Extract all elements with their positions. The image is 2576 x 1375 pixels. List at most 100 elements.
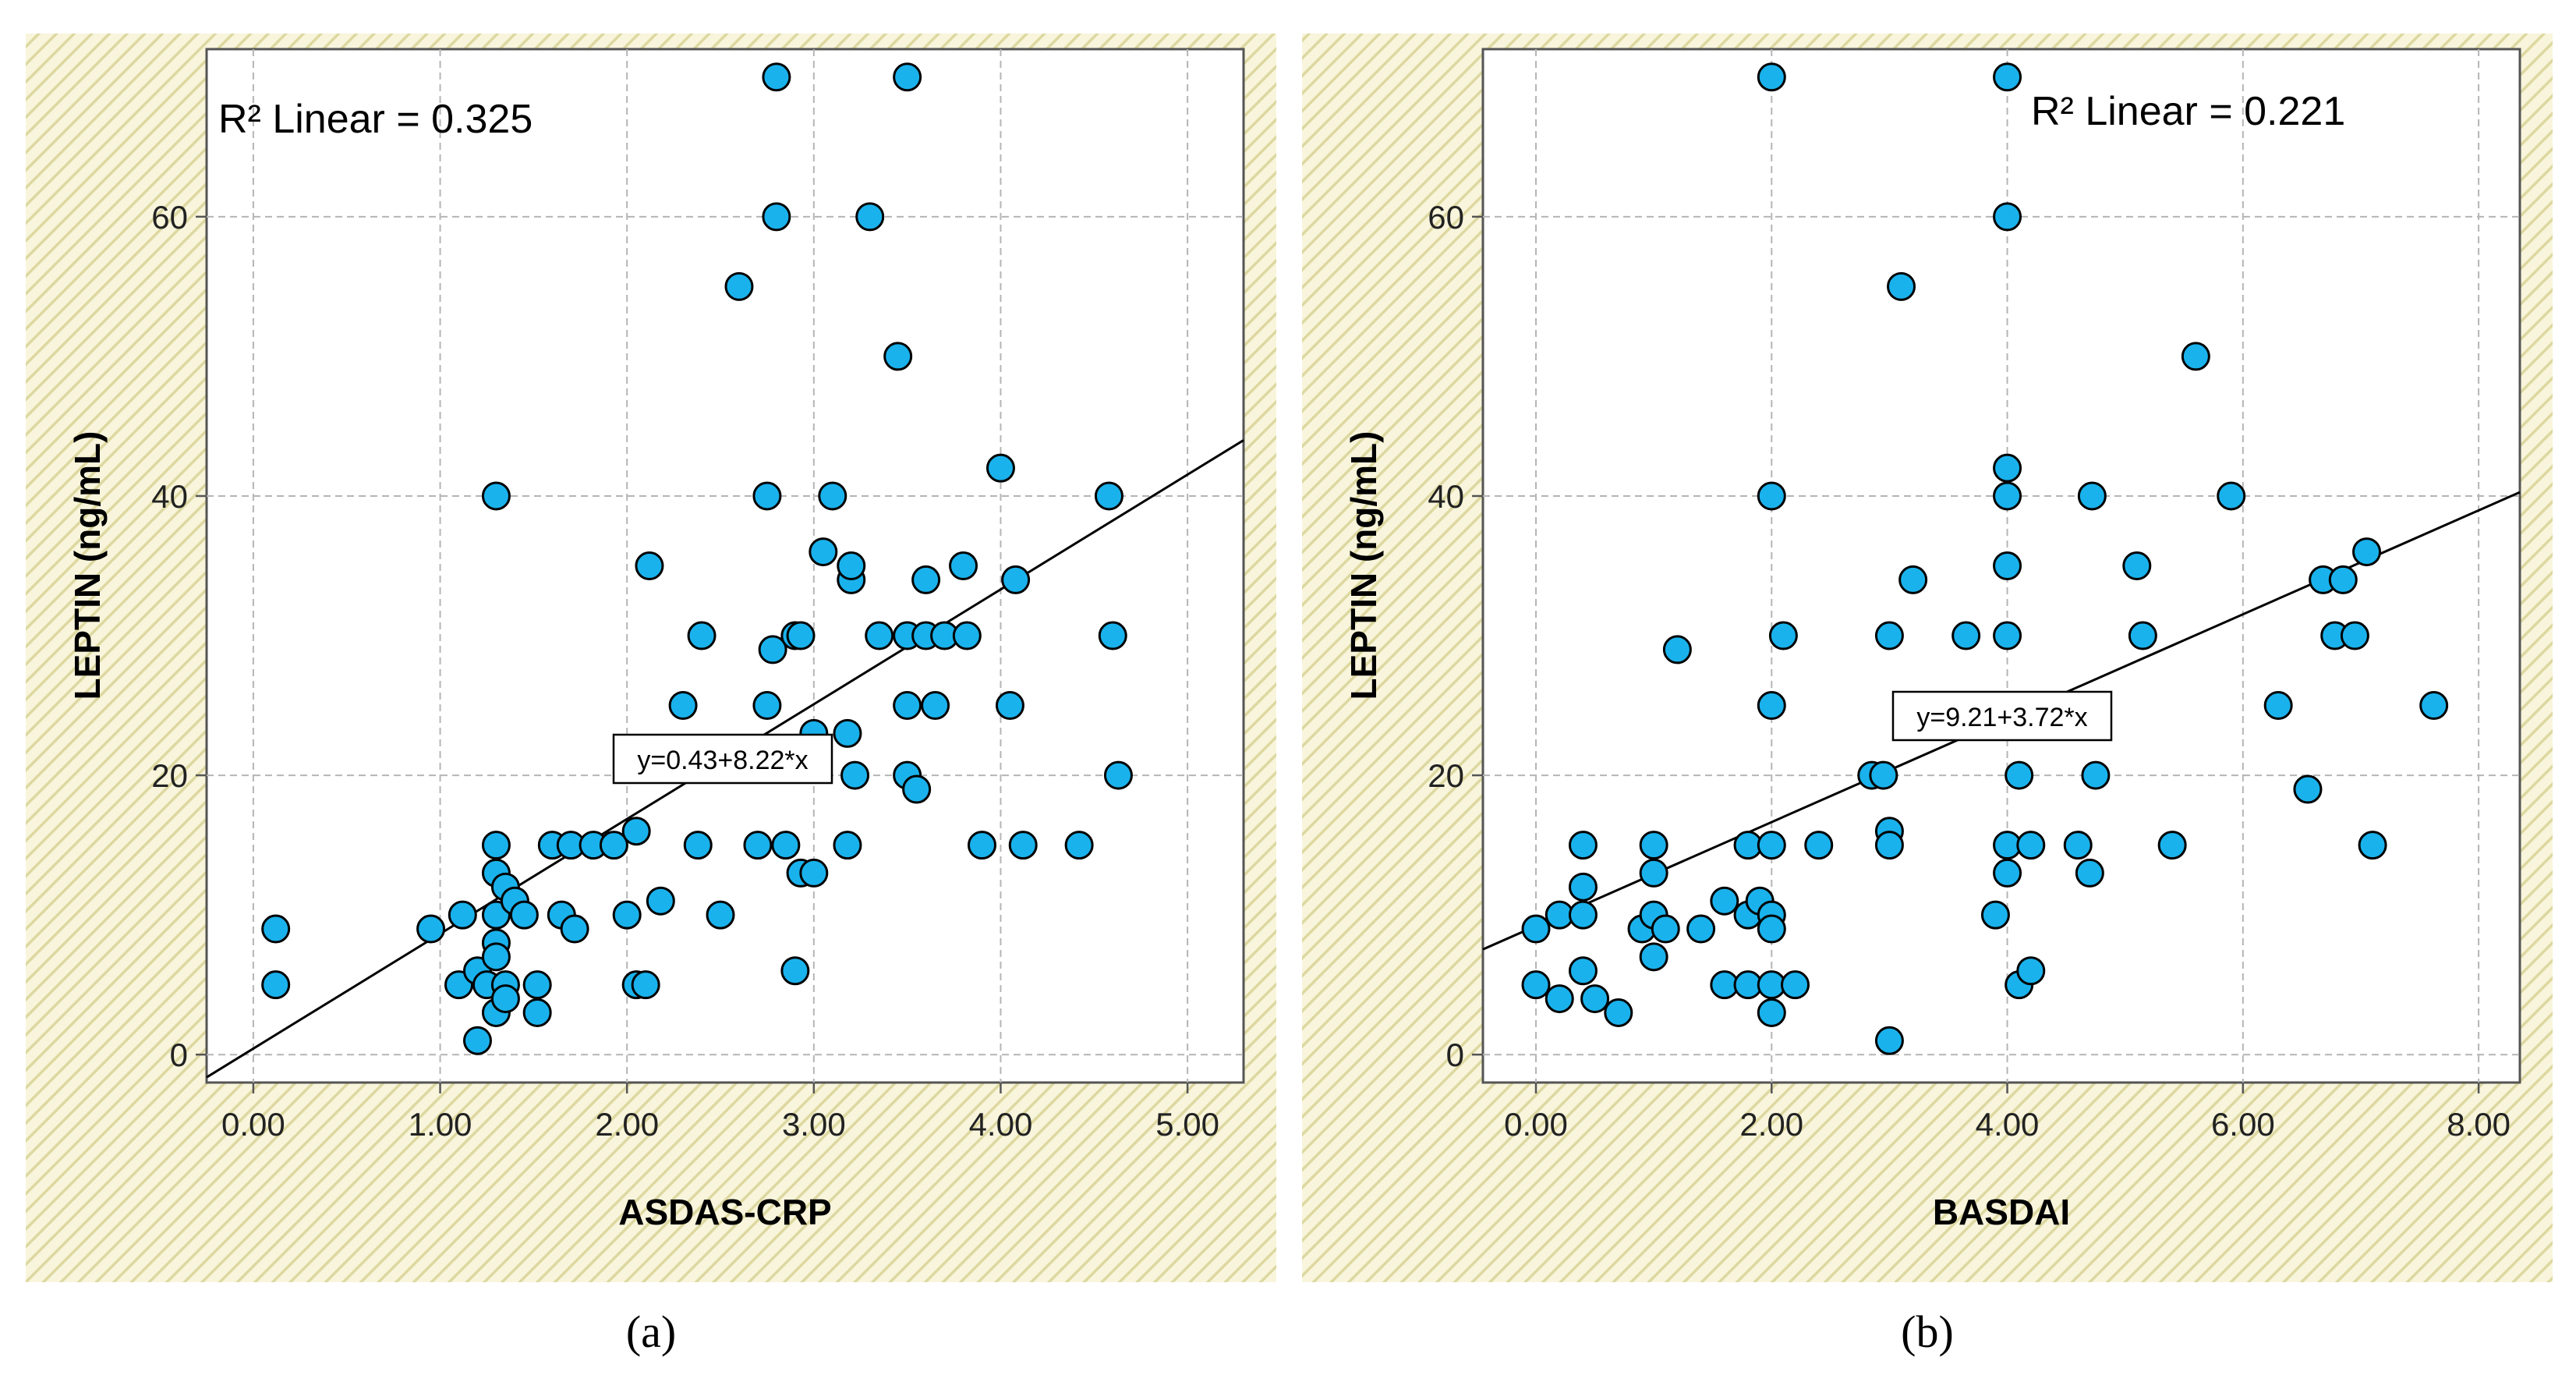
panel-a-equation-label: y=0.43+8.22*x <box>637 746 808 775</box>
data-point <box>1662 635 1692 664</box>
data-point <box>1545 984 1574 1014</box>
data-point <box>2293 774 2323 804</box>
data-point <box>2328 565 2358 594</box>
data-point <box>968 831 997 860</box>
data-point <box>724 271 754 301</box>
data-point <box>1874 831 1904 860</box>
data-point <box>995 691 1024 721</box>
data-point <box>1651 914 1680 944</box>
data-point <box>1568 900 1598 930</box>
x-tick-label: 2.00 <box>1739 1106 1803 1143</box>
x-tick-label: 5.00 <box>1155 1106 1219 1143</box>
data-point <box>1686 914 1716 944</box>
data-point <box>1103 760 1133 790</box>
data-point <box>706 900 735 930</box>
data-point <box>771 831 801 860</box>
data-point <box>1757 62 1786 92</box>
data-point <box>481 831 511 860</box>
data-point <box>1757 691 1786 721</box>
data-point <box>1580 984 1610 1014</box>
data-point <box>2352 537 2382 567</box>
x-tick-label: 1.00 <box>409 1106 472 1143</box>
data-point <box>2063 831 2093 860</box>
data-point <box>599 831 628 860</box>
data-point <box>1568 831 1598 860</box>
data-point <box>893 62 922 92</box>
x-tick-label: 3.00 <box>782 1106 846 1143</box>
data-point <box>752 481 782 511</box>
data-point <box>883 342 913 371</box>
data-point <box>1064 831 1094 860</box>
data-point <box>261 970 291 1000</box>
data-point <box>560 914 589 944</box>
data-point <box>1768 621 1798 650</box>
panel-a-x-axis-title: ASDAS-CRP <box>618 1192 831 1232</box>
data-point <box>833 718 862 748</box>
data-point <box>2075 858 2104 888</box>
data-point <box>865 621 894 650</box>
data-point <box>799 858 829 888</box>
data-point <box>2263 691 2293 721</box>
x-tick-label: 8.00 <box>2447 1106 2511 1143</box>
panel-b-r2-label: R² Linear = 0.221 <box>2031 89 2345 134</box>
data-point <box>668 691 698 721</box>
panel-a-r2-label: R² Linear = 0.325 <box>218 97 533 142</box>
data-point <box>1757 998 1786 1027</box>
data-point <box>2081 760 2111 790</box>
panel-a-ticks: 0.00 1.00 2.00 3.00 4.00 5.00 0 20 40 60 <box>151 199 1219 1143</box>
panel-a-data-points <box>261 62 1133 1055</box>
data-point <box>758 635 787 664</box>
data-point <box>818 481 847 511</box>
data-point <box>1521 970 1551 1000</box>
data-point <box>1993 551 2022 580</box>
data-point <box>687 621 717 650</box>
panel-b-ticks: 0.00 2.00 4.00 6.00 8.00 0 20 40 60 <box>1428 199 2511 1143</box>
data-point <box>631 970 660 1000</box>
data-point <box>1898 565 1928 594</box>
data-point <box>2005 760 2034 790</box>
data-point <box>2217 481 2246 511</box>
data-point <box>522 970 552 1000</box>
panel-b-x-axis-title: BASDAI <box>1933 1192 2070 1232</box>
y-tick-label: 60 <box>1428 199 1464 236</box>
panel-b-data-points <box>1521 62 2449 1055</box>
data-point <box>2340 621 2369 650</box>
data-point <box>1993 858 2022 888</box>
y-tick-label: 0 <box>170 1037 188 1073</box>
data-point <box>1639 858 1668 888</box>
data-point <box>683 831 713 860</box>
data-point <box>952 621 982 650</box>
data-point <box>985 453 1015 483</box>
data-point <box>1980 900 2010 930</box>
x-tick-label: 0.00 <box>221 1106 285 1143</box>
data-point <box>1568 872 1598 902</box>
data-point <box>1710 886 1739 916</box>
data-point <box>1781 970 1810 1000</box>
y-tick-label: 40 <box>151 478 188 515</box>
data-point <box>416 914 446 944</box>
x-tick-label: 4.00 <box>969 1106 1033 1143</box>
data-point <box>490 984 520 1014</box>
data-point <box>921 691 950 721</box>
data-point <box>621 817 651 846</box>
data-point <box>2419 691 2449 721</box>
data-point <box>1757 914 1786 944</box>
data-point <box>762 202 791 232</box>
panel-b-equation-box: y=9.21+3.72*x <box>1891 690 2113 742</box>
data-point <box>2358 831 2387 860</box>
panel-a-caption-label: (a) <box>626 1306 676 1357</box>
y-tick-label: 60 <box>151 199 188 236</box>
data-point <box>833 831 862 860</box>
panel-a-chart: 0.00 1.00 2.00 3.00 4.00 5.00 0 20 40 60 R² Linea… <box>26 34 1276 1357</box>
data-point <box>1993 481 2022 511</box>
data-point <box>2016 831 2046 860</box>
y-tick-label: 40 <box>1428 478 1464 515</box>
data-point <box>2128 621 2157 650</box>
data-point <box>1951 621 1981 650</box>
data-point <box>949 551 978 580</box>
data-point <box>1568 956 1598 986</box>
data-point <box>1639 942 1668 972</box>
panel-b-chart: 0.00 2.00 4.00 6.00 8.00 0 20 40 60 R² Linear = … <box>1302 34 2553 1357</box>
data-point <box>481 942 511 972</box>
